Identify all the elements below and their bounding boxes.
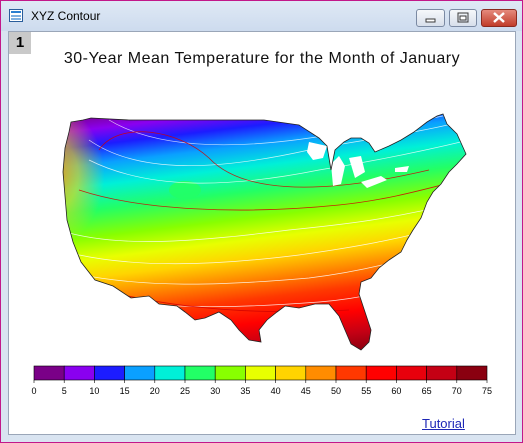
colorbar-level-2 [94,365,125,381]
colorbar-tick-label-13: 65 [422,386,432,396]
title-bar[interactable]: XYZ Contour [1,1,522,31]
colorbar-tick-label-6: 30 [210,386,220,396]
colorbar-level-3 [124,365,156,381]
colorbar-tick-label-12: 60 [391,386,401,396]
colorbar-level-0 [33,365,65,381]
close-button[interactable] [481,9,517,27]
contour-map [62,113,467,351]
colorbar-tick-label-10: 50 [331,386,341,396]
colorbar-tick-label-9: 45 [301,386,311,396]
colorbar-tick-label-3: 15 [120,386,130,396]
maximize-icon [457,12,469,23]
chart-title: 30-Year Mean Temperature for the Month o… [63,50,461,67]
app-window-icon [9,9,23,22]
great-lake-superior [307,142,327,160]
colorbar-tick-label-5: 25 [180,386,190,396]
great-lake-huron [349,156,365,178]
great-lake-ontario [395,166,409,172]
minimize-icon [425,18,436,23]
colorbar-level-7 [245,365,276,381]
colorbar-level-4 [154,365,186,381]
colorbar-level-6 [214,365,246,381]
colorbar-tick-label-14: 70 [452,386,462,396]
layer-tab[interactable]: 1 [9,32,31,54]
colorbar-level-5 [184,365,216,381]
colorbar-level-1 [63,365,95,381]
colorbar-tick-label-2: 10 [89,386,99,396]
colorbar-level-13 [426,365,458,381]
graph-page[interactable]: 1 30-Year Mean Temperature for the Month… [8,31,516,435]
colorbar-level-8 [275,365,307,381]
colorbar-tick-label-4: 20 [150,386,160,396]
colorbar-tick-label-11: 55 [361,386,371,396]
color-scale: 0 5 10 15 20 25 30 35 40 45 50 55 60 65 70 75 [31,365,492,396]
contour-fill [63,114,466,350]
great-lake-michigan [331,156,345,186]
window-title: XYZ Contour [31,9,101,23]
maximize-button[interactable] [449,9,477,27]
colorbar-level-9 [305,365,337,381]
colorbar-tick-label-8: 40 [271,386,281,396]
colorbar-level-12 [396,365,427,381]
colorbar-level-10 [335,365,367,381]
colorbar-level-11 [365,365,397,381]
close-icon [493,12,505,23]
colorbar-tick-label-7: 35 [240,386,250,396]
great-lake-erie [361,176,387,188]
minimize-button[interactable] [416,9,445,27]
us-outline [62,113,467,351]
colorbar-tick-label-1: 5 [62,386,67,396]
colorbar-tick-label-15: 75 [482,386,492,396]
tutorial-link[interactable]: Tutorial [422,416,465,431]
colorbar-tick-label-0: 0 [31,386,36,396]
colorbar-level-14 [456,365,488,381]
